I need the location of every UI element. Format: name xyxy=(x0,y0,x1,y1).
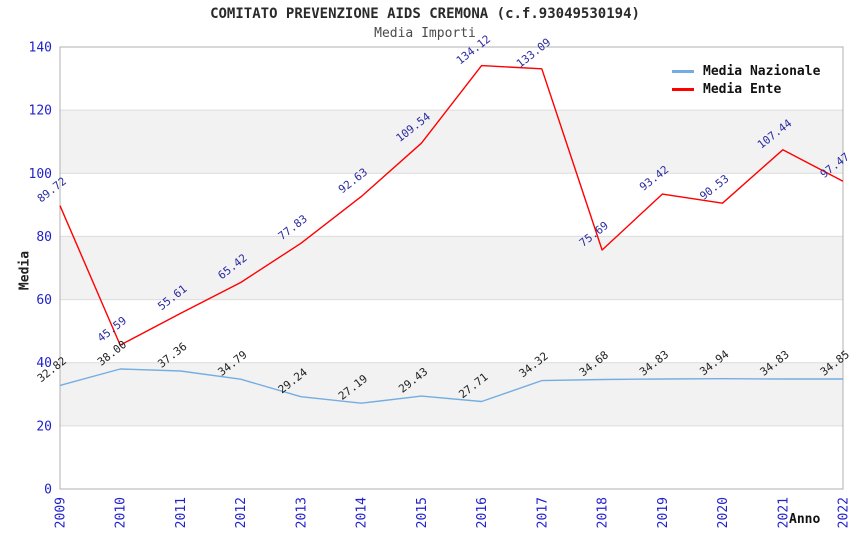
y-tick-label: 80 xyxy=(36,230,52,245)
band-stripe xyxy=(60,362,843,426)
y-axis-title: Media xyxy=(17,250,33,291)
x-tick-label: 2018 xyxy=(596,497,611,528)
y-tick-label: 40 xyxy=(36,356,52,371)
y-tick-label: 140 xyxy=(29,41,52,56)
y-tick-label: 20 xyxy=(36,419,52,434)
x-axis-title: Anno xyxy=(789,512,821,527)
band-stripe xyxy=(60,110,843,174)
x-tick-label: 2016 xyxy=(475,497,490,528)
plot-border xyxy=(59,46,844,490)
series-line-media-nazionale xyxy=(59,368,843,404)
x-tick-label: 2011 xyxy=(174,497,189,528)
y-tick-label: 60 xyxy=(36,293,52,308)
legend-item-media-nazionale: Media Nazionale xyxy=(672,62,820,80)
x-tick-label: 2019 xyxy=(656,497,671,528)
x-tick-label: 2020 xyxy=(716,497,731,528)
x-tick-label: 2010 xyxy=(114,497,129,528)
chart-subtitle: Media Importi xyxy=(374,26,476,41)
legend-item-media-ente: Media Ente xyxy=(672,80,820,98)
x-tick-label: 2015 xyxy=(415,497,430,528)
legend-swatch-ente-icon xyxy=(672,87,694,91)
x-tick-label: 2021 xyxy=(776,497,791,528)
x-tick-label: 2014 xyxy=(355,497,370,528)
x-tick-label: 2009 xyxy=(54,497,69,528)
legend: Media Nazionale Media Ente xyxy=(672,62,820,98)
legend-label-ente: Media Ente xyxy=(703,81,782,97)
x-tick-label: 2022 xyxy=(837,497,850,528)
band-stripe xyxy=(60,236,843,300)
x-tick-label: 2017 xyxy=(535,497,550,528)
y-tick-label: 120 xyxy=(29,104,52,119)
chart-title: COMITATO PREVENZIONE AIDS CREMONA (c.f.9… xyxy=(210,6,640,22)
legend-swatch-nazionale-icon xyxy=(672,69,694,73)
legend-label-nazionale: Media Nazionale xyxy=(703,63,821,79)
y-tick-label: 0 xyxy=(44,483,52,498)
y-tick-label: 100 xyxy=(29,167,52,182)
x-tick-label: 2012 xyxy=(234,497,249,528)
series-line-media-ente xyxy=(59,64,844,346)
x-tick-label: 2013 xyxy=(294,497,309,528)
